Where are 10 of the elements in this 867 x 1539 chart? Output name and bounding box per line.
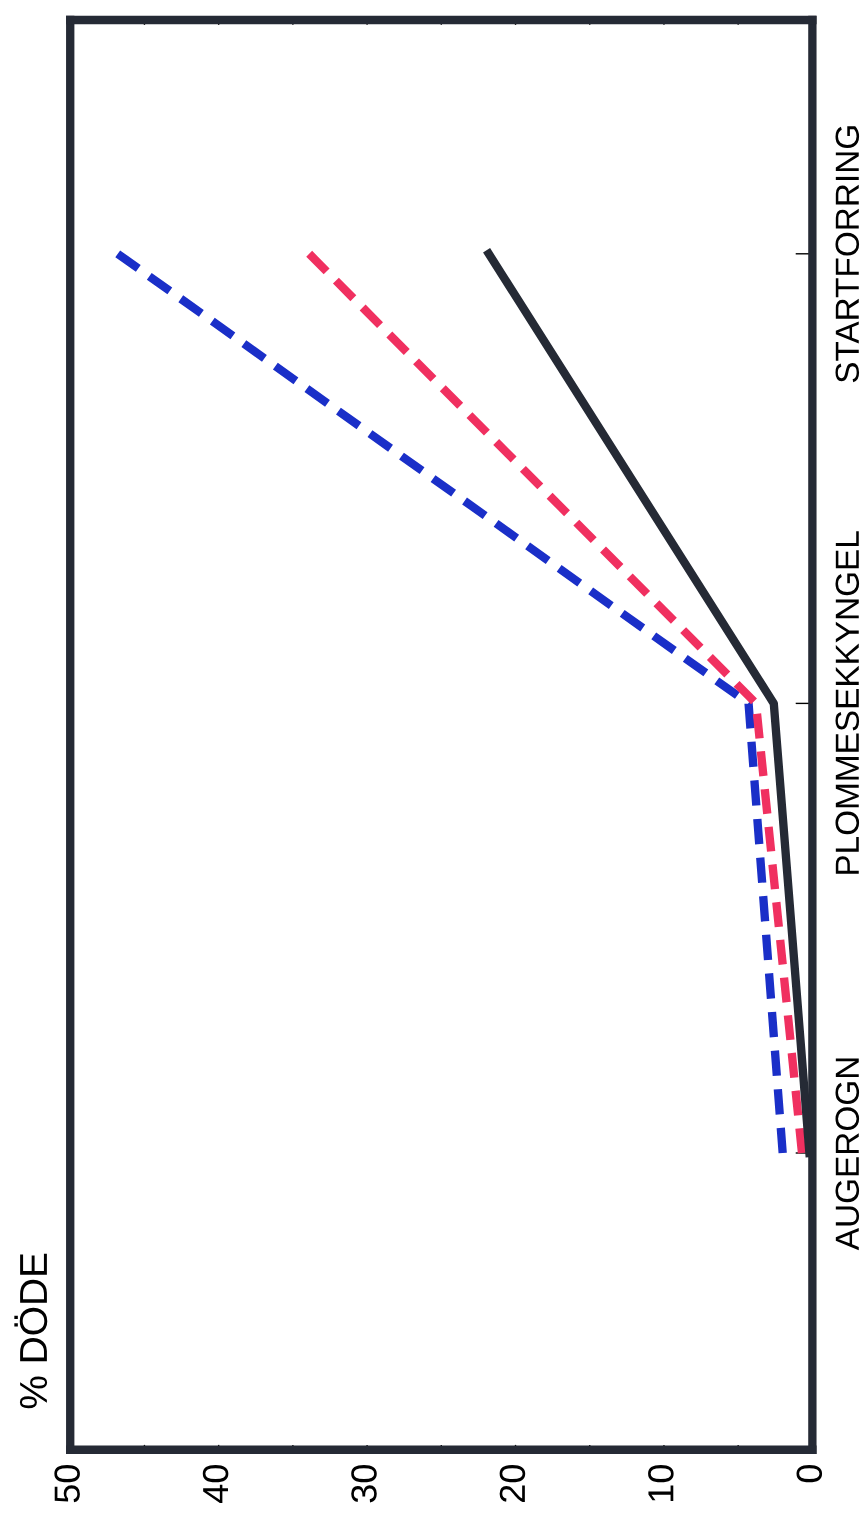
y-tick-label: STARTFORRING <box>835 126 860 383</box>
x-tick-label: 40 <box>202 1465 229 1503</box>
x-tick-label: 20 <box>499 1465 526 1502</box>
x-tick-label: 50 <box>54 1465 80 1503</box>
x-tick-label: 0 <box>796 1465 823 1483</box>
x-tick-label: 10 <box>648 1465 674 1502</box>
x-tick-label: 30 <box>351 1465 377 1503</box>
y-tick-label: PLOMMESEKKYNGEL <box>835 531 860 874</box>
y-tick-label: AUGEROGN <box>835 1058 860 1251</box>
text: % DÖDE <box>14 1253 48 1409</box>
